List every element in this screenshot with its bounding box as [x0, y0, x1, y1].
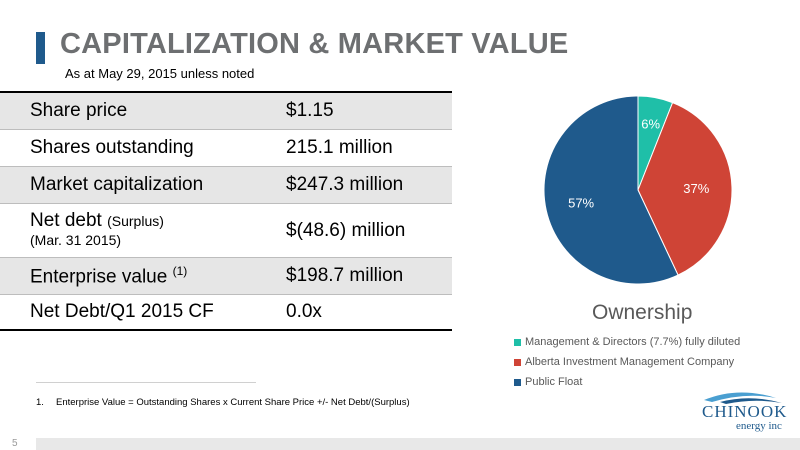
pie-slice [543, 95, 679, 285]
logo-swoosh-icon [720, 398, 782, 404]
row-label: Market capitalization [30, 174, 204, 195]
legend-swatch [514, 358, 521, 366]
legend-item: Public Float [514, 372, 740, 392]
page-title: CAPITALIZATION & MARKET VALUE [60, 28, 569, 60]
row-label-line2: (Mar. 31 2015) [30, 232, 122, 248]
row-value: 215.1 million [286, 137, 393, 158]
title-accent-bar [36, 32, 45, 64]
row-value: $1.15 [286, 100, 334, 121]
table-row: Net debt (Surplus) (Mar. 31 2015) $(48.6… [0, 204, 452, 258]
row-label: Shares outstanding [30, 137, 194, 158]
logo-swoosh-icon [704, 392, 776, 402]
table-row: Net Debt/Q1 2015 CF 0.0x [0, 295, 452, 331]
legend-label: Management & Directors (7.7%) fully dilu… [525, 336, 741, 348]
row-label: Enterprise value (1) [30, 264, 187, 288]
row-value: 0.0x [286, 301, 322, 322]
footnote-marker: (1) [172, 263, 188, 278]
page-number: 5 [12, 438, 18, 449]
legend-swatch [514, 378, 521, 386]
legend-item: Alberta Investment Management Company [514, 352, 740, 372]
row-value: $(48.6) million [286, 219, 406, 241]
pie-slice-label: 37% [683, 181, 709, 196]
row-label: Share price [30, 100, 128, 121]
legend-item: Management & Directors (7.7%) fully dilu… [514, 332, 740, 352]
legend-swatch [514, 338, 521, 346]
row-label-main: Enterprise value [30, 266, 168, 288]
row-label-suffix: (Surplus) [107, 213, 164, 229]
row-value: $247.3 million [286, 174, 404, 195]
footnote-divider [36, 382, 256, 383]
chart-legend: Management & Directors (7.7%) fully dilu… [514, 332, 740, 392]
row-label: Net debt (Surplus) (Mar. 31 2015) [30, 211, 164, 249]
chart-title: Ownership [592, 301, 693, 324]
capitalization-table: Share price $1.15 Shares outstanding 215… [0, 91, 452, 331]
page-subtitle: As at May 29, 2015 unless noted [65, 66, 255, 81]
table-row: Share price $1.15 [0, 93, 452, 130]
row-label: Net Debt/Q1 2015 CF [30, 301, 214, 322]
logo-subtext: energy inc [736, 420, 782, 432]
row-value: $198.7 million [286, 265, 404, 286]
logo-wordmark: CHINOOK [702, 402, 788, 421]
table-row: Shares outstanding 215.1 million [0, 130, 452, 167]
footer-strip [36, 438, 800, 450]
pie-slice [637, 101, 733, 276]
footnote-text: Enterprise Value = Outstanding Shares x … [56, 397, 410, 408]
legend-label: Public Float [525, 376, 583, 388]
row-label-main: Net debt [30, 210, 102, 231]
pie-slice-label: 6% [641, 117, 660, 132]
chinook-logo [704, 392, 782, 404]
table-row: Enterprise value (1) $198.7 million [0, 258, 452, 295]
pie-slice-label: 57% [568, 196, 594, 211]
footnote: 1. Enterprise Value = Outstanding Shares … [36, 397, 410, 408]
ownership-pie-chart: 6% 37% 57% [543, 95, 733, 285]
table-row: Market capitalization $247.3 million [0, 167, 452, 204]
footnote-number: 1. [36, 397, 44, 408]
legend-label: Alberta Investment Management Company [525, 356, 735, 368]
